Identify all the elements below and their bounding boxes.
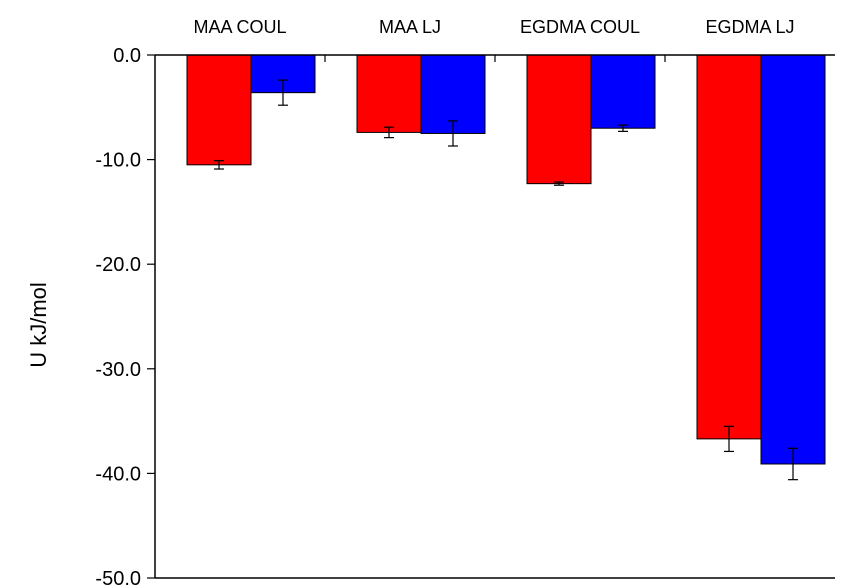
error-bars-layer bbox=[214, 79, 798, 481]
labels-layer: MAA COUL MAA LJ EGDMA COUL EGDMA LJ 0.0 -10.0… bbox=[95, 17, 794, 588]
y-tick-label: -20.0 bbox=[95, 254, 141, 276]
y-tick-label: -30.0 bbox=[95, 359, 141, 381]
bars-layer bbox=[186, 54, 826, 465]
category-label: MAA COUL bbox=[193, 17, 286, 37]
bar-maa-lj-s1 bbox=[356, 54, 422, 133]
category-label: EGDMA LJ bbox=[705, 17, 794, 37]
bar-egdma-lj-s1 bbox=[696, 54, 762, 440]
bar-egdma-coul-s2 bbox=[590, 54, 656, 129]
y-tick-label: 0.0 bbox=[113, 45, 141, 67]
y-tick-label: -50.0 bbox=[95, 568, 141, 588]
category-label: MAA LJ bbox=[379, 17, 441, 37]
axes-layer bbox=[147, 54, 835, 579]
y-tick-label: -40.0 bbox=[95, 463, 141, 485]
y-tick-label: -10.0 bbox=[95, 150, 141, 172]
category-label: EGDMA COUL bbox=[520, 17, 640, 37]
bar-egdma-coul-s1 bbox=[526, 54, 592, 185]
bar-egdma-lj-s2 bbox=[760, 54, 826, 465]
bar-maa-coul-s1 bbox=[186, 54, 252, 166]
y-axis-title: U kJ/mol bbox=[26, 282, 51, 368]
